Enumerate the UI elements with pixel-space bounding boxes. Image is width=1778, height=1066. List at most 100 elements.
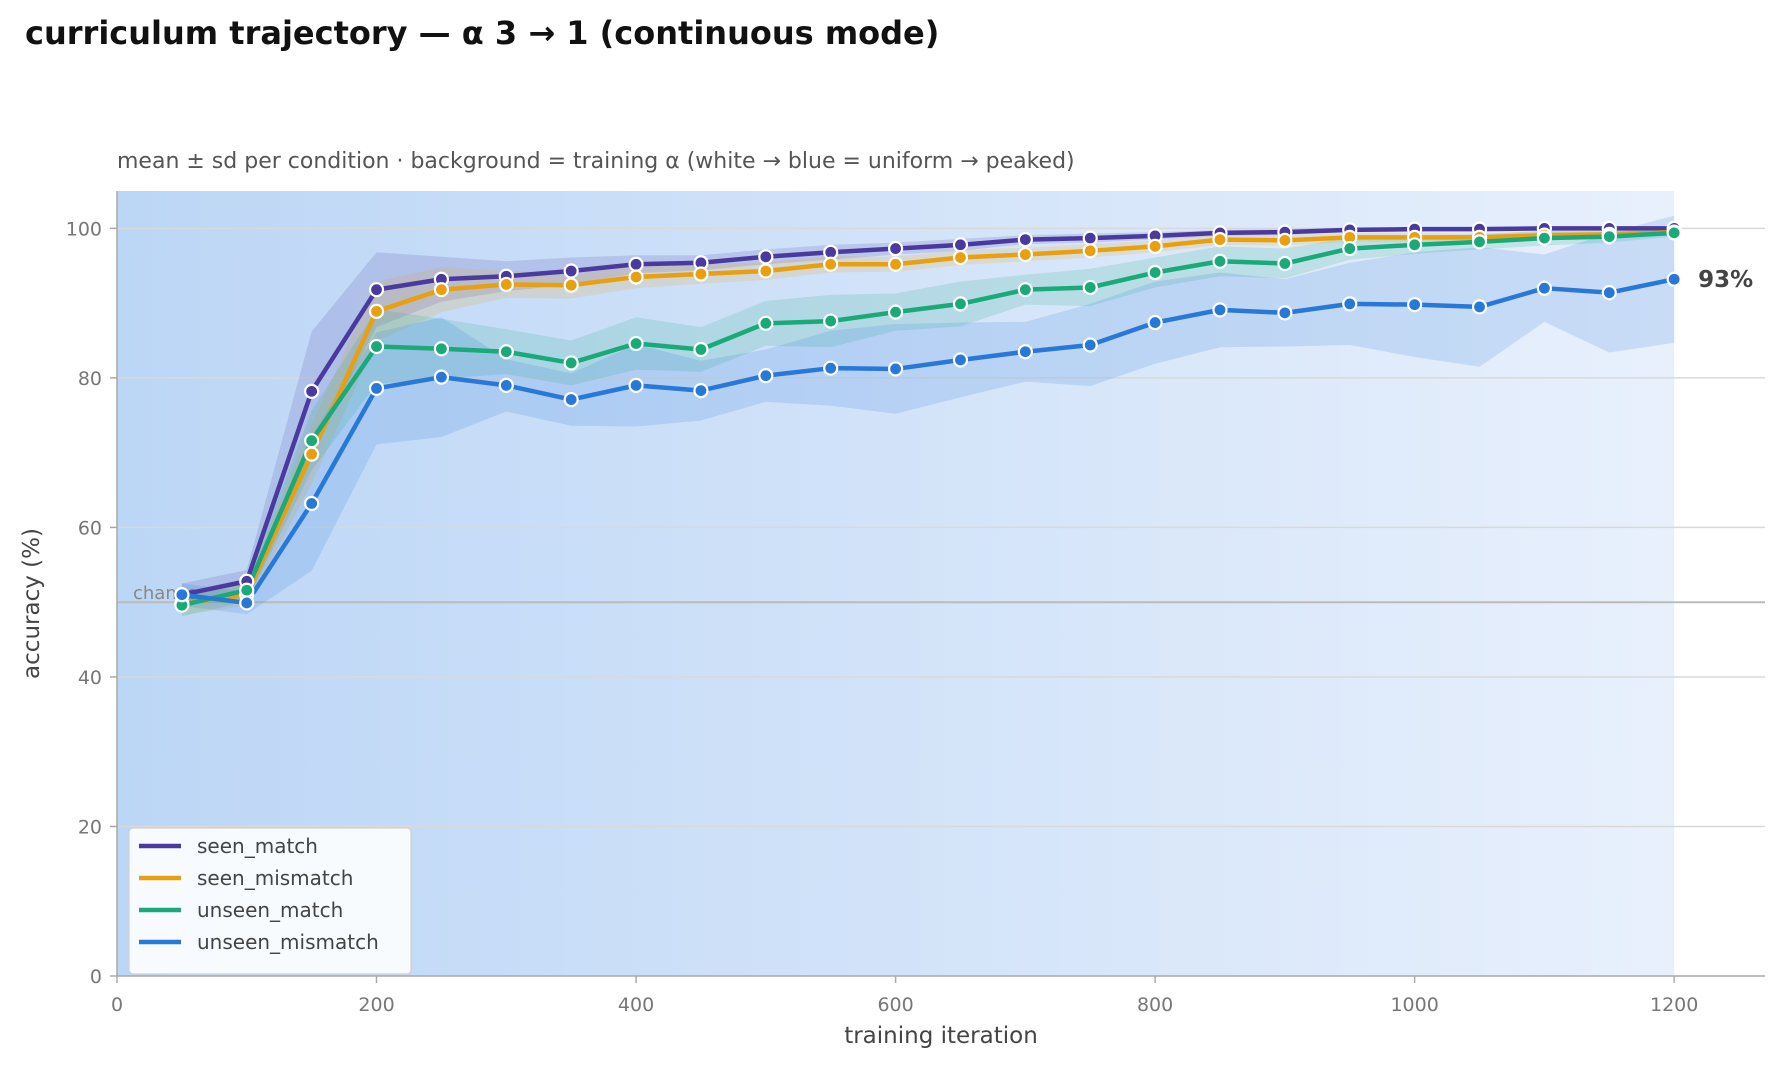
data-point xyxy=(1147,314,1163,331)
data-point xyxy=(758,368,774,384)
x-tick-label: 1000 xyxy=(1390,994,1438,1016)
y-tick-label: 40 xyxy=(78,667,102,689)
data-point xyxy=(433,369,450,385)
x-tick-label: 400 xyxy=(618,994,654,1016)
legend-box xyxy=(128,827,412,975)
data-point xyxy=(628,335,644,352)
data-point xyxy=(628,256,644,272)
y-tick-label: 60 xyxy=(78,517,102,539)
data-point xyxy=(628,377,644,393)
data-point xyxy=(628,269,644,285)
data-point xyxy=(304,495,320,512)
data-point xyxy=(823,256,839,272)
data-point xyxy=(758,249,774,265)
data-point xyxy=(304,383,320,399)
data-point xyxy=(1342,296,1358,312)
data-point xyxy=(887,361,904,377)
data-point xyxy=(1601,285,1617,301)
data-point xyxy=(1212,231,1228,248)
data-point xyxy=(174,587,190,603)
data-point xyxy=(1471,299,1488,315)
legend-label: unseen_mismatch xyxy=(197,930,379,954)
data-point xyxy=(368,380,385,396)
data-point xyxy=(952,352,969,368)
data-point xyxy=(563,263,579,279)
data-point xyxy=(1666,271,1682,287)
data-point xyxy=(498,377,514,393)
series-line-unseen-mismatch xyxy=(179,276,1677,606)
x-tick-label: 800 xyxy=(1137,994,1173,1016)
data-point xyxy=(1536,280,1553,296)
data-point xyxy=(693,341,709,358)
y-tick-label: 100 xyxy=(66,218,102,240)
y-axis-label: accuracy (%) xyxy=(19,528,45,679)
data-point xyxy=(823,360,839,376)
end-value-label: 93% xyxy=(1698,267,1753,293)
y-tick-label: 0 xyxy=(90,966,102,988)
data-point xyxy=(1212,302,1228,318)
data-point xyxy=(1017,246,1033,263)
chart-title: curriculum trajectory — α 3 → 1 (continu… xyxy=(25,14,940,52)
data-point xyxy=(1082,230,1098,246)
series-line-unseen-match xyxy=(179,230,1677,608)
data-point xyxy=(693,383,709,399)
data-point xyxy=(1147,264,1163,281)
data-point xyxy=(1212,253,1228,269)
x-tick-label: 0 xyxy=(111,994,123,1016)
data-point xyxy=(1082,243,1098,259)
data-point xyxy=(693,266,709,282)
x-tick-label: 600 xyxy=(877,994,913,1016)
data-point xyxy=(1017,231,1033,248)
legend-label: seen_match xyxy=(197,834,318,858)
chart-subtitle: mean ± sd per condition · background = t… xyxy=(117,149,1075,174)
data-point xyxy=(1342,240,1358,257)
data-point xyxy=(1017,344,1033,360)
data-point xyxy=(1082,279,1098,296)
data-point xyxy=(1147,238,1163,254)
data-point xyxy=(368,303,385,319)
data-point xyxy=(758,263,774,279)
data-point xyxy=(1601,229,1617,245)
data-point xyxy=(952,237,969,253)
y-tick-label: 20 xyxy=(78,816,102,838)
data-point xyxy=(1277,255,1293,272)
data-point xyxy=(1536,230,1553,246)
data-point xyxy=(304,433,320,449)
data-point xyxy=(1277,232,1293,248)
data-point xyxy=(823,313,839,329)
x-tick-label: 1200 xyxy=(1650,994,1698,1016)
data-point xyxy=(1277,305,1293,321)
x-tick-label: 200 xyxy=(358,994,394,1016)
data-point xyxy=(433,282,450,298)
data-point xyxy=(563,355,579,371)
data-point xyxy=(952,296,969,312)
data-point xyxy=(239,582,255,598)
data-point xyxy=(368,338,385,355)
data-point xyxy=(1666,225,1682,241)
data-point xyxy=(498,276,514,293)
data-point xyxy=(1017,282,1033,298)
data-point xyxy=(758,315,774,331)
data-point xyxy=(368,282,385,298)
series-line-seen-match xyxy=(179,226,1677,597)
data-point xyxy=(563,391,579,408)
data-point xyxy=(887,304,904,320)
data-point xyxy=(304,446,320,462)
data-point xyxy=(563,277,579,293)
series-line-seen-mismatch xyxy=(179,229,1677,606)
data-point xyxy=(498,344,514,360)
data-point xyxy=(1407,297,1423,313)
data-point xyxy=(887,240,904,257)
data-point xyxy=(952,249,969,266)
x-axis-label: training iteration xyxy=(844,1023,1038,1049)
data-point xyxy=(433,341,450,357)
legend-label: unseen_match xyxy=(197,898,343,922)
y-tick-label: 80 xyxy=(78,368,102,390)
data-point xyxy=(1471,234,1488,250)
data-point xyxy=(1407,237,1423,253)
legend-label: seen_mismatch xyxy=(197,866,353,890)
data-point xyxy=(887,256,904,272)
data-point xyxy=(239,595,255,611)
sd-band-unseen-mismatch xyxy=(181,215,1675,615)
